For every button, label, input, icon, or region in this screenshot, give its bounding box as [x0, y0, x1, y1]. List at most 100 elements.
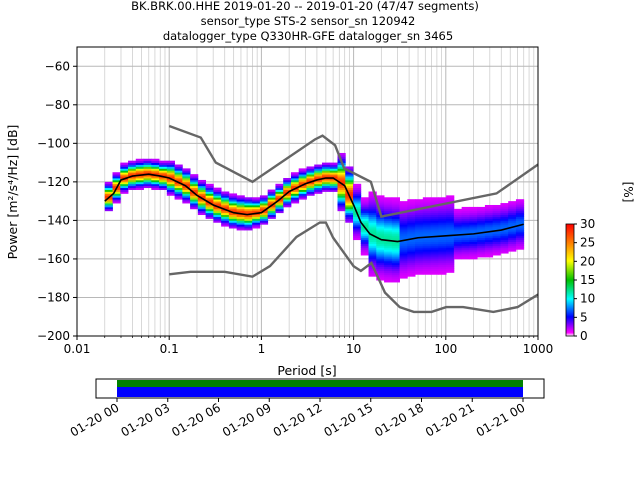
heatmap-cell — [314, 191, 323, 194]
heatmap-cell — [438, 260, 447, 264]
heatmap-cell — [306, 179, 315, 183]
heatmap-cell — [244, 203, 253, 206]
heatmap-cell — [446, 247, 455, 250]
heatmap-cell — [407, 274, 416, 277]
x-tick-label: 0.1 — [160, 342, 179, 356]
heatmap-cell — [500, 214, 509, 217]
heatmap-cell — [477, 245, 486, 248]
heatmap-cell — [407, 253, 416, 256]
heatmap-cell — [477, 237, 486, 241]
heatmap-cell — [492, 239, 501, 242]
heatmap-cell — [492, 206, 501, 210]
heatmap-cell — [461, 247, 470, 250]
timeline-tick-label: 01-20 18 — [372, 400, 426, 439]
heatmap-cell — [469, 222, 478, 225]
heatmap-cell — [384, 280, 393, 283]
heatmap-cell — [508, 216, 517, 219]
heatmap-cell — [484, 222, 494, 225]
heatmap-cell — [275, 185, 284, 189]
heatmap-cell — [500, 218, 509, 221]
heatmap-cell — [314, 172, 323, 175]
heatmap-cell — [477, 210, 486, 214]
y-tick-label: −120 — [37, 175, 70, 189]
heatmap-cell — [275, 183, 284, 187]
heatmap-cell — [252, 224, 261, 227]
heatmap-cell — [166, 174, 175, 177]
heatmap-cell — [391, 235, 400, 239]
y-tick-label: −80 — [45, 98, 70, 112]
heatmap-cell — [321, 172, 331, 175]
heatmap-cell — [376, 197, 385, 200]
heatmap-cell — [500, 230, 509, 233]
heatmap-cell — [508, 249, 517, 252]
heatmap-cell — [337, 201, 346, 204]
heatmap-cell — [415, 255, 424, 258]
heatmap-cell — [368, 218, 377, 221]
heatmap-cell — [290, 197, 300, 200]
heatmap-cell — [360, 210, 369, 214]
heatmap-cell — [438, 266, 447, 269]
heatmap-cell — [205, 204, 214, 208]
heatmap-cell — [368, 191, 377, 194]
heatmap-cell — [384, 216, 393, 219]
heatmap-cell — [438, 251, 447, 254]
heatmap-cell — [492, 208, 501, 212]
heatmap-cell — [321, 179, 331, 183]
heatmap-cell — [166, 162, 175, 165]
heatmap-cell — [120, 168, 129, 171]
heatmap-cell — [353, 230, 362, 233]
heatmap-cell — [329, 168, 338, 171]
heatmap-cell — [128, 179, 137, 183]
heatmap-cell — [368, 245, 377, 248]
heatmap-cell — [205, 197, 214, 200]
heatmap-cell — [252, 203, 261, 206]
heatmap-cell — [306, 170, 315, 173]
heatmap-cell — [430, 251, 439, 254]
heatmap-cell — [353, 193, 362, 196]
heatmap-cell — [415, 270, 424, 273]
heatmap-cell — [236, 203, 245, 206]
heatmap-cell — [391, 268, 400, 271]
heatmap-cell — [453, 224, 463, 227]
heatmap-cell — [143, 179, 152, 183]
heatmap-cell — [461, 235, 470, 239]
heatmap-cell — [492, 210, 501, 214]
heatmap-cell — [399, 218, 408, 221]
heatmap-cell — [143, 170, 152, 173]
heatmap-cell — [515, 228, 525, 231]
heatmap-cell — [128, 183, 137, 187]
mode-line — [104, 173, 524, 243]
heatmap-cell — [500, 231, 509, 235]
heatmap-cell — [492, 212, 501, 216]
heatmap-cell — [453, 228, 463, 231]
heatmap-cell — [236, 214, 245, 217]
heatmap-cell — [221, 203, 230, 206]
x-axis-ticks: 0.01 0.1 1 10 100 1000 — [64, 336, 553, 356]
heatmap-cell — [337, 199, 346, 202]
heatmap-cell — [221, 193, 230, 196]
heatmap-cell — [508, 231, 517, 235]
heatmap-cell — [174, 166, 183, 169]
heatmap-cell — [384, 255, 393, 258]
heatmap-cell — [321, 189, 331, 192]
heatmap-cell — [290, 174, 300, 177]
heatmap-cell — [353, 208, 362, 212]
y-tick-label: −180 — [37, 290, 70, 304]
heatmap-cell — [337, 170, 346, 173]
heatmap-cell — [228, 206, 238, 210]
heatmap-cell — [259, 203, 269, 206]
heatmap-cell — [422, 264, 432, 268]
colorbar-tick-label: 15 — [580, 273, 595, 287]
heatmap-cell — [384, 208, 393, 212]
heatmap-cell — [515, 199, 525, 202]
y-tick-label: −200 — [37, 329, 70, 343]
heatmap-cell — [508, 203, 517, 206]
heatmap-cell — [453, 249, 463, 252]
heatmap-cell — [391, 203, 400, 206]
heatmap-cell — [399, 208, 408, 212]
heatmap-cell — [314, 176, 323, 179]
heatmap-cell — [244, 216, 253, 219]
heatmap-cell — [337, 168, 346, 171]
heatmap-cell — [197, 204, 207, 208]
